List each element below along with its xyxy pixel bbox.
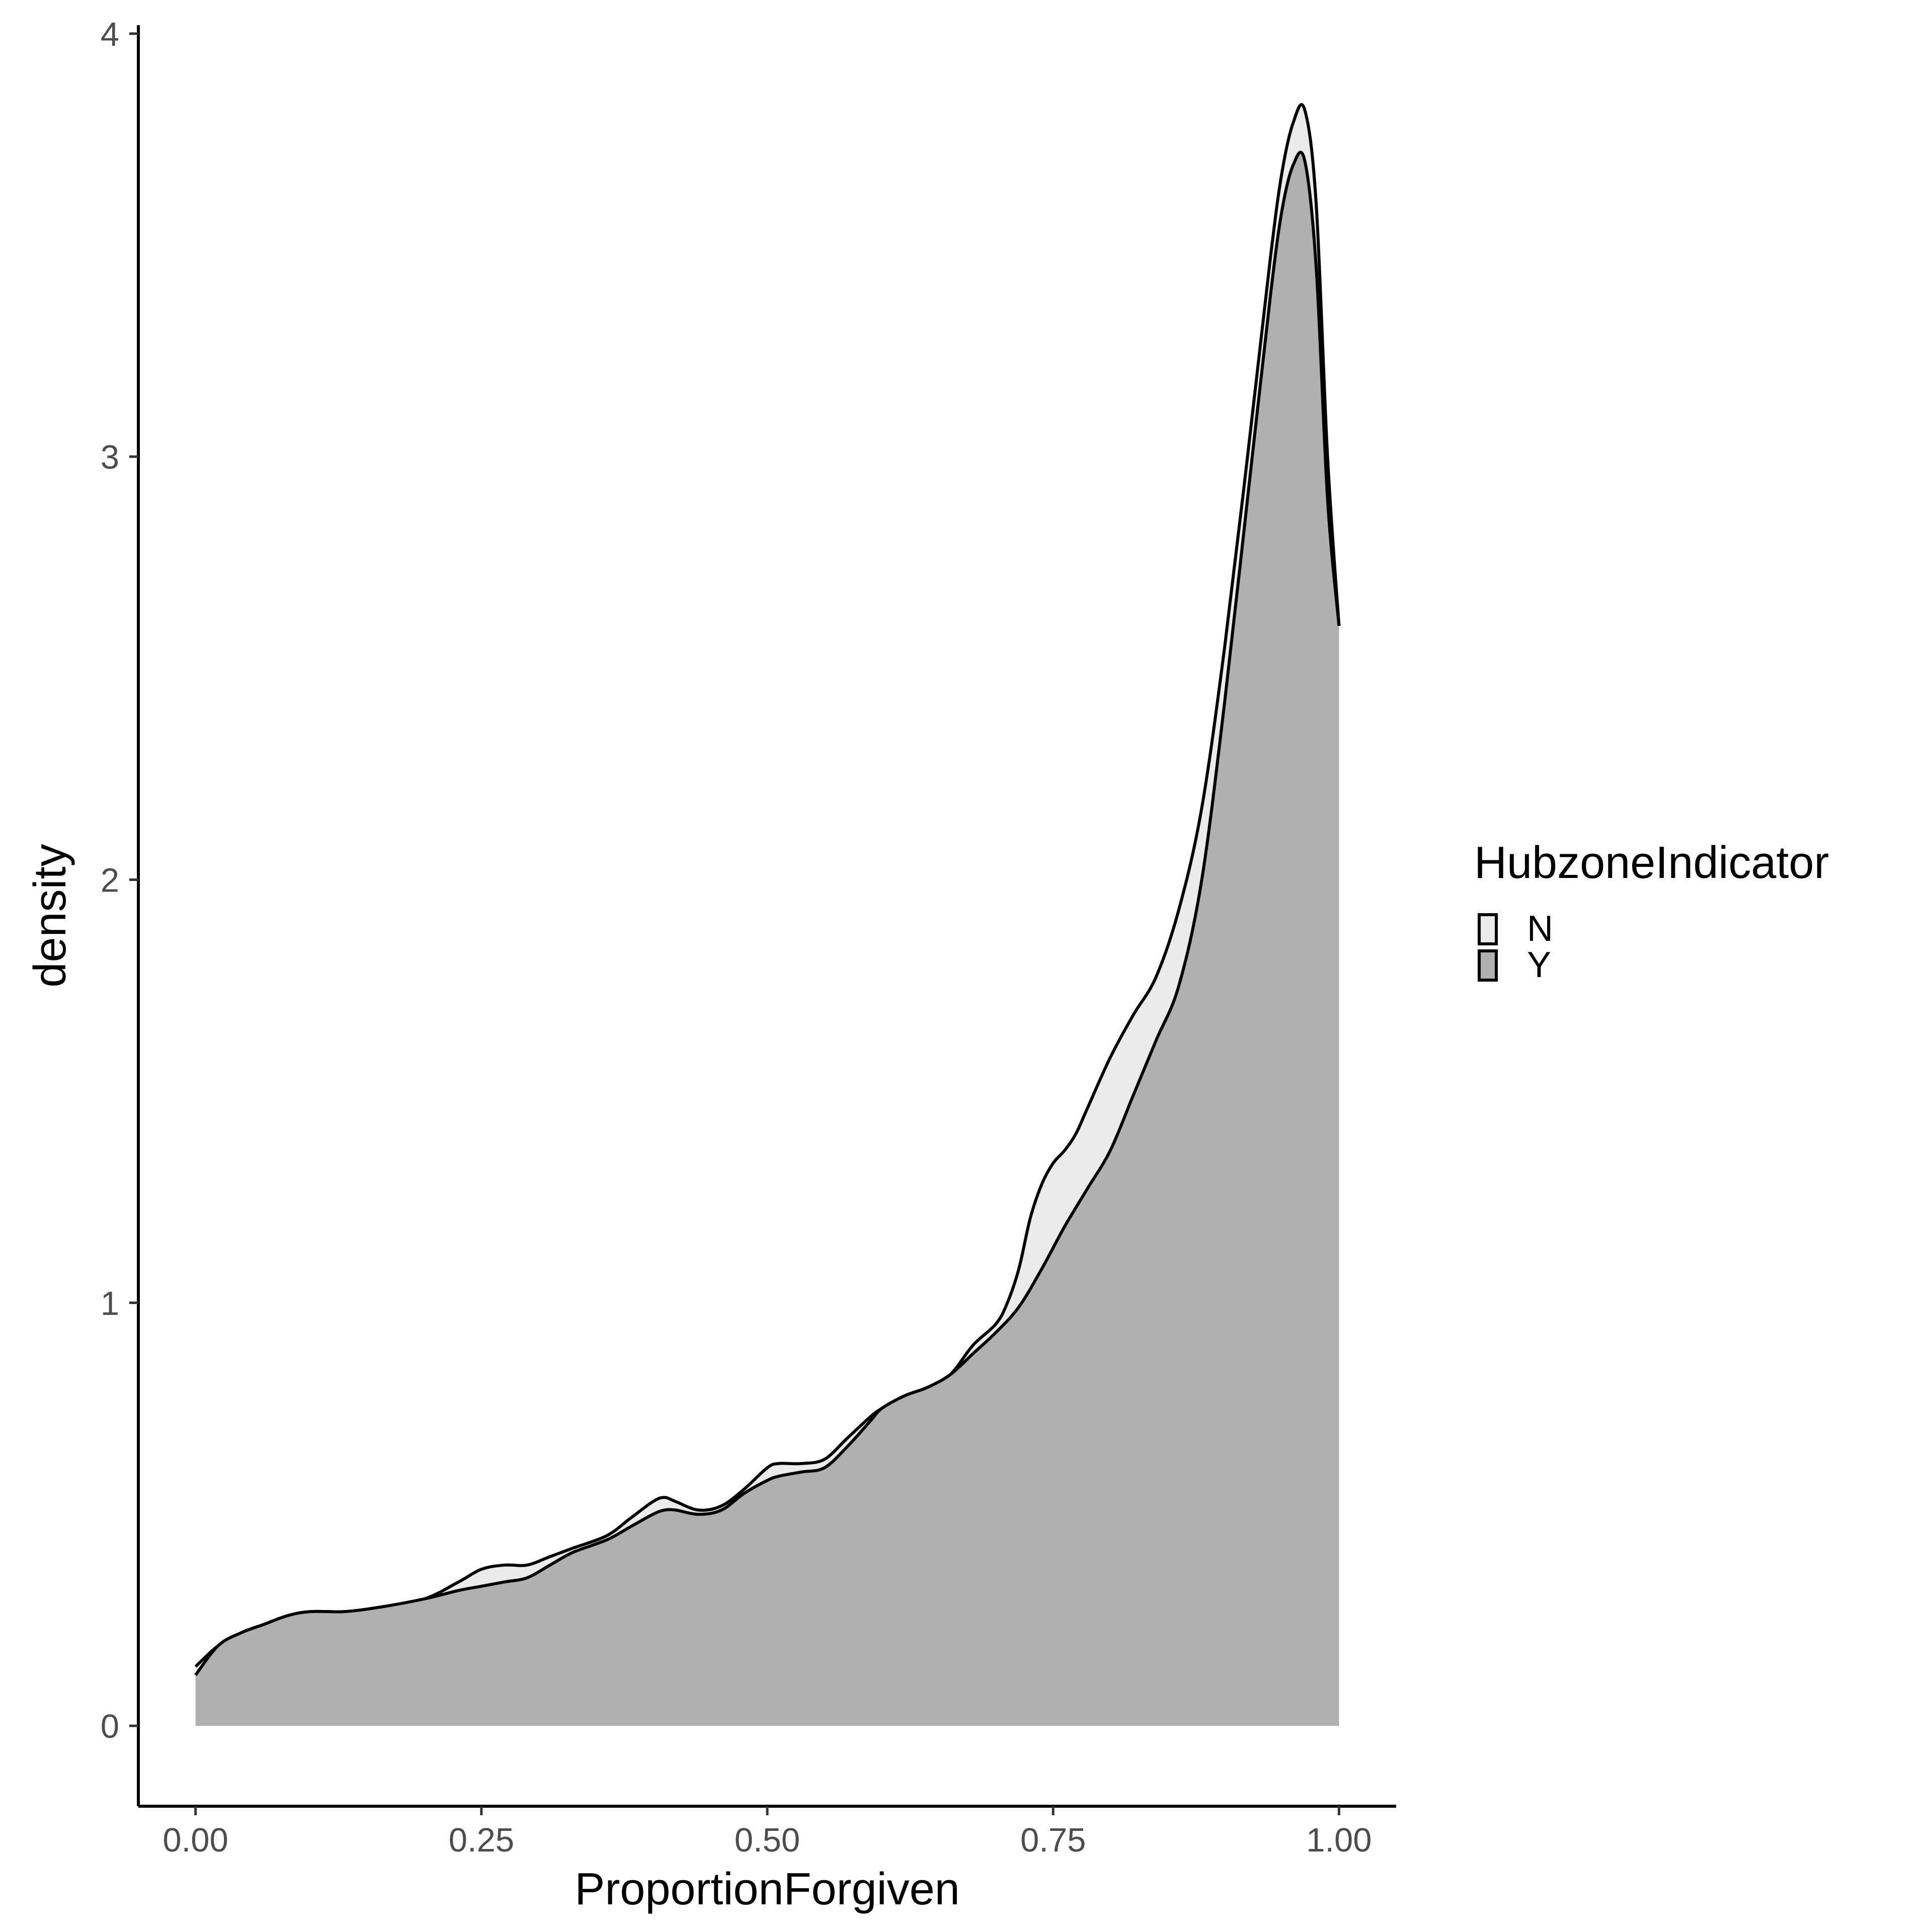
y-tick-label: 4 <box>101 16 119 53</box>
legend-key-y <box>1478 949 1498 982</box>
legend-label-y: Y <box>1527 945 1551 985</box>
y-tick-label: 3 <box>101 439 119 476</box>
x-tick-label: 0.75 <box>1020 1821 1086 1859</box>
y-tick-label: 0 <box>101 1708 119 1745</box>
legend: HubzoneIndicator NY <box>1474 838 1829 985</box>
y-tick-label: 1 <box>101 1284 119 1322</box>
density-areas <box>194 103 1341 1726</box>
x-tick-label: 0.25 <box>449 1821 514 1859</box>
x-tick-label: 1.00 <box>1306 1821 1372 1859</box>
y-axis-ticks: 0 1 2 3 4 <box>101 16 138 1745</box>
x-tick-label: 0.00 <box>163 1821 228 1859</box>
legend-title: HubzoneIndicator <box>1474 838 1829 888</box>
legend-label-n: N <box>1527 909 1553 949</box>
x-axis-ticks: 0.00 0.25 0.50 0.75 1.00 <box>163 1806 1372 1859</box>
y-tick-label: 2 <box>101 862 119 900</box>
density-area-y <box>195 152 1339 1726</box>
x-axis-title: ProportionForgiven <box>575 1864 959 1914</box>
density-line-y <box>194 150 1341 1676</box>
y-axis-title: density <box>25 844 75 987</box>
legend-key-n <box>1478 913 1498 945</box>
x-tick-label: 0.50 <box>735 1821 800 1859</box>
density-line-n <box>194 103 1341 1668</box>
